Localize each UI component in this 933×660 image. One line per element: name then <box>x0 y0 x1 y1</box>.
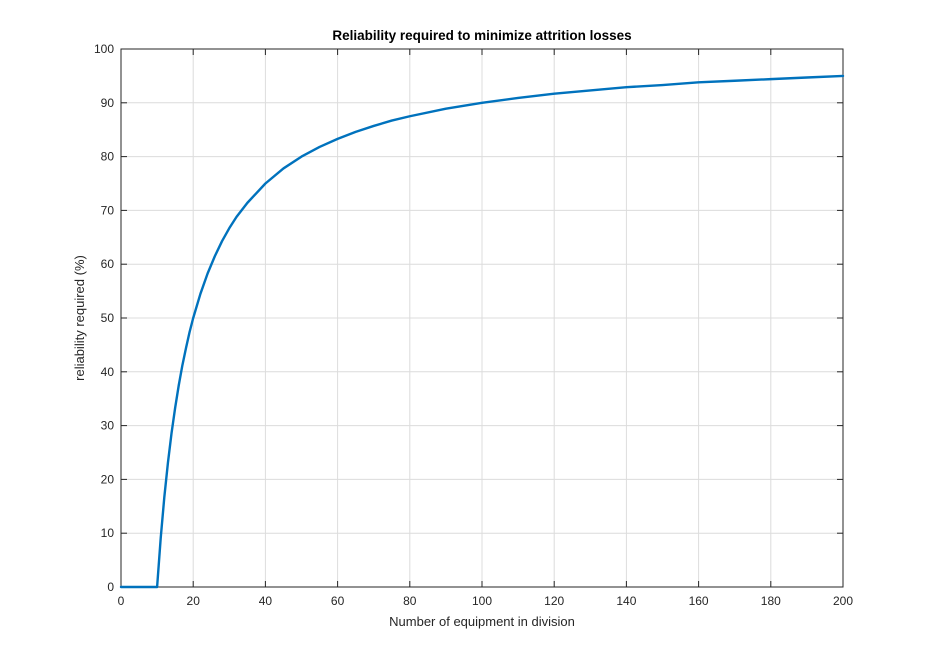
y-axis-label: reliability required (%) <box>72 255 87 381</box>
y-tick-label: 60 <box>101 257 115 271</box>
series-group <box>119 74 845 589</box>
y-tick-label: 40 <box>101 365 115 379</box>
x-tick-label: 120 <box>544 594 564 608</box>
y-tick-label: 100 <box>94 42 114 56</box>
x-tick-label: 80 <box>403 594 417 608</box>
y-tick-label: 80 <box>101 150 115 164</box>
x-tick-label: 20 <box>187 594 201 608</box>
y-tick-label: 30 <box>101 419 115 433</box>
y-tick-label: 70 <box>101 203 115 217</box>
x-tick-label: 140 <box>616 594 636 608</box>
y-tick-label: 10 <box>101 526 115 540</box>
x-tick-label: 0 <box>118 594 125 608</box>
y-tick-label: 90 <box>101 96 115 110</box>
series-line-0 <box>119 74 845 589</box>
y-tick-label: 0 <box>107 580 114 594</box>
x-tick-label: 180 <box>761 594 781 608</box>
tick-labels: 0 20 40 60 80 100 120 140 160 180 200 0 10 20 30 40 50 60… <box>94 42 853 608</box>
ticks <box>120 48 844 588</box>
x-tick-label: 60 <box>331 594 345 608</box>
x-tick-label: 40 <box>259 594 273 608</box>
x-tick-label: 200 <box>833 594 853 608</box>
x-axis-label: Number of equipment in division <box>389 614 575 629</box>
x-tick-label: 100 <box>472 594 492 608</box>
y-tick-label: 50 <box>101 311 115 325</box>
x-tick-label: 160 <box>689 594 709 608</box>
chart-title: Reliability required to minimize attriti… <box>332 28 631 43</box>
y-tick-label: 20 <box>101 472 115 486</box>
